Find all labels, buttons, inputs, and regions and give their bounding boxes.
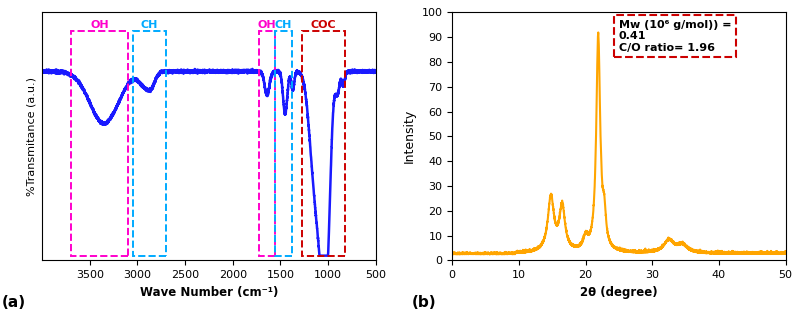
Text: OH: OH — [258, 20, 276, 30]
X-axis label: Wave Number (cm⁻¹): Wave Number (cm⁻¹) — [139, 286, 278, 299]
Text: CH: CH — [141, 20, 158, 30]
Y-axis label: Intensity: Intensity — [403, 109, 416, 163]
Text: COC: COC — [311, 20, 336, 30]
X-axis label: 2θ (degree): 2θ (degree) — [580, 286, 658, 299]
Text: (b): (b) — [413, 295, 437, 310]
Text: OH: OH — [90, 20, 109, 30]
Text: Mw (10⁶ g/mol)) =
0.41
C/O ratio= 1.96: Mw (10⁶ g/mol)) = 0.41 C/O ratio= 1.96 — [619, 20, 731, 53]
Text: CH: CH — [275, 20, 292, 30]
Text: (a): (a) — [2, 295, 26, 310]
Y-axis label: %Transmitance (a.u.): %Transmitance (a.u.) — [26, 77, 37, 196]
